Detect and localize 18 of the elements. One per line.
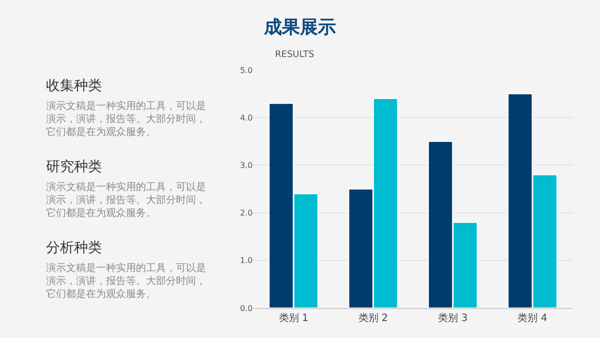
y-tick-label: 0.0 [240,304,253,313]
y-tick-label: 3.0 [240,161,253,170]
x-tick-label: 类别 3 [438,312,468,324]
chart-title: 成果展示 [263,16,336,38]
x-tick-label: 类别 1 [278,312,308,324]
text: 收集种类 [46,78,102,94]
text: 演示文稿是一种实用的工具，可以是演示，演讲，报告等。大部分时间，它们都是在为观众服务。 [46,262,206,300]
y-tick-label: 4.0 [240,113,253,122]
y-tick-label: 5.0 [240,66,253,75]
y-tick-label: 1.0 [240,256,253,266]
y-tick-label: 2.0 [240,208,253,218]
x-tick-label: 类别 2 [358,312,388,324]
text: 演示文稿是一种实用的工具，可以是演示，演讲，报告等。大部分时间，它们都是在为观众服务。 [46,181,206,219]
text: 演示文稿是一种实用的工具，可以是演示，演讲，报告等。大部分时间，它们都是在为观众服务。 [46,100,206,138]
chart-subtitle: RESULTS [275,50,315,60]
text: 研究种类 [46,159,102,175]
text: 分析种类 [46,240,102,256]
x-tick-label: 类别 4 [518,312,548,324]
